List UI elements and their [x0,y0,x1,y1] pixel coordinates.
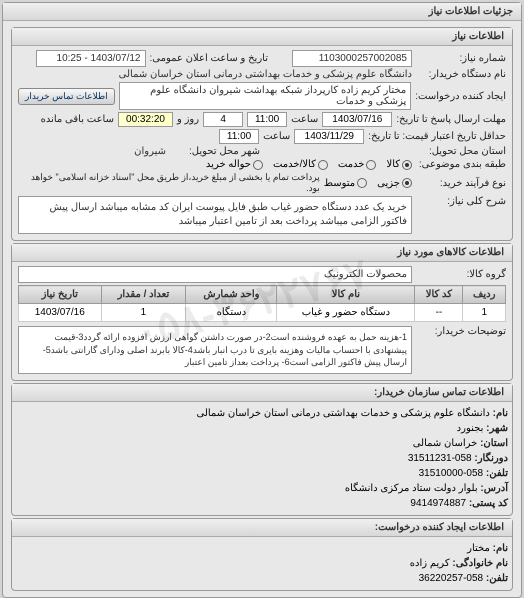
creator-family-label: نام خانوادگی: [452,558,508,569]
table-header: کد کالا [415,286,463,304]
validity-time-label: ساعت [263,131,290,142]
table-header: واحد شمارش [186,286,277,304]
table-cell: 1 [463,304,506,322]
contact-tel-label: دورنگار: [474,453,508,464]
validity-date-input[interactable] [294,129,364,144]
radio-icon [357,178,367,188]
device-name-label: نام دستگاه خریدار: [416,69,506,80]
remain-label: ساعت باقی مانده [41,114,114,125]
process-option-1[interactable]: متوسط [324,178,367,189]
buyer-notes-label: توضیحات خریدار: [416,326,506,337]
process-radio-group: جزیی متوسط [324,178,412,189]
radio-icon [402,178,412,188]
days-label: روز و [177,114,199,125]
days-input[interactable] [203,112,243,127]
table-row[interactable]: 1 -- دستگاه حضور و غیاب دستگاه 1 1403/07… [19,304,506,322]
buyer-notes-value: 1-هزینه حمل به عهده فروشنده است2-در صورت… [18,326,412,374]
creator-phone-value: 058-36220257 [419,573,484,584]
creator-name-value: مختار [467,543,490,554]
table-header: نام کالا [277,286,415,304]
need-desc-label: شرح کلی نیاز: [416,196,506,207]
contact-info-button[interactable]: اطلاعات تماس خریدار [18,88,115,105]
contact-address-label: آدرس: [480,483,508,494]
creator-phone-label: تلفن: [486,573,508,584]
need-desc-value: خرید یک عدد دستگاه حضور غیاب طبق فایل پی… [18,196,412,234]
deadline-reply-label: مهلت ارسال پاسخ تا تاریخ: [396,114,506,125]
goods-panel-header: اطلاعات کالاهای مورد نیاز [12,244,512,262]
table-cell: -- [415,304,463,322]
remain-time-input [118,112,173,127]
goods-group-value: محصولات الکترونیک [18,266,412,283]
validity-time-input[interactable] [219,129,259,144]
process-type-label: نوع فرآیند خرید: [416,178,506,189]
contact-province-label: استان: [480,438,508,449]
budget-option-2[interactable]: کالا/خدمت [273,159,328,170]
main-panel: جزئیات اطلاعات نیاز اطلاعات نیاز شماره ن… [2,2,522,598]
creator-value: مختار کریم زاده کارپرداز شبکه بهداشت شیر… [119,82,412,110]
city-label: شهر محل تحویل: [170,146,260,157]
contact-postal-label: کد پستی: [469,498,508,509]
table-header: تاریخ نیاز [19,286,102,304]
deadline-time-label: ساعت [291,114,318,125]
contact-panel-header: اطلاعات تماس سازمان خریدار: [12,384,512,402]
table-cell: 1 [101,304,186,322]
goods-panel: اطلاعات کالاهای مورد نیاز گروه کالا: محص… [11,243,513,381]
info-panel-header: اطلاعات نیاز [12,28,512,46]
contact-phone-label: تلفن: [486,468,508,479]
contact-city-value: بجنورد [457,423,484,434]
deadline-time-input[interactable] [247,112,287,127]
contact-province-value: خراسان شمالی [413,438,478,449]
device-name-value: دانشگاه علوم پزشکی و خدمات بهداشتی درمان… [18,69,412,80]
creator-family-value: کریم زاده [410,558,450,569]
creator-name-label: نام: [493,543,508,554]
need-number-label: شماره نیاز: [416,53,506,64]
announce-value: 1403/07/12 - 10:25 [36,50,146,67]
creator-label: ایجاد کننده درخواست: [415,91,506,102]
contact-tel-value: 058-31511231 [408,453,472,464]
contact-name-value: دانشگاه علوم پزشکی و خدمات بهداشتی درمان… [197,408,490,419]
table-header: تعداد / مقدار [101,286,186,304]
announce-label: تاریخ و ساعت اعلان عمومی: [150,53,269,64]
info-panel: اطلاعات نیاز شماره نیاز: 110300025700208… [11,27,513,241]
budget-option-1[interactable]: خدمت [338,159,377,170]
budget-radio-group: کالا خدمت کالا/خدمت حواله خرید [206,159,412,170]
goods-table: ردیف کد کالا نام کالا واحد شمارش تعداد /… [18,285,506,322]
contact-postal-value: 9414974887 [410,498,466,509]
need-number-value: 1103000257002085 [292,50,412,67]
table-cell: دستگاه [186,304,277,322]
process-option-0[interactable]: جزیی [377,178,412,189]
creator-panel: اطلاعات ایجاد کننده درخواست: نام: مختار … [11,518,513,591]
table-cell: دستگاه حضور و غیاب [277,304,415,322]
deadline-date-input[interactable] [322,112,392,127]
radio-icon [318,160,328,170]
radio-icon [402,160,412,170]
main-panel-header: جزئیات اطلاعات نیاز [3,3,521,21]
contact-name-label: نام: [493,408,508,419]
validity-label: حداقل تاریخ اعتبار قیمت: تا تاریخ: [368,131,506,142]
radio-icon [366,160,376,170]
contact-address-value: بلوار دولت ستاد مرکزی دانشگاه [345,483,478,494]
province-label: استان محل تحویل: [416,146,506,157]
budget-option-3[interactable]: حواله خرید [206,159,263,170]
table-cell: 1403/07/16 [19,304,102,322]
contact-phone-value: 058-31510000 [419,468,484,479]
creator-panel-header: اطلاعات ایجاد کننده درخواست: [12,519,512,537]
city-value: شیروان [18,146,166,157]
contact-city-label: شهر: [486,423,508,434]
process-note: پرداخت تمام یا بخشی از مبلغ خرید،از طریق… [18,172,320,194]
radio-icon [253,160,263,170]
table-header: ردیف [463,286,506,304]
goods-group-label: گروه کالا: [416,269,506,280]
budget-option-0[interactable]: کالا [386,159,412,170]
contact-panel: اطلاعات تماس سازمان خریدار: نام: دانشگاه… [11,383,513,516]
budget-label: طبقه بندی موضوعی: [416,159,506,170]
